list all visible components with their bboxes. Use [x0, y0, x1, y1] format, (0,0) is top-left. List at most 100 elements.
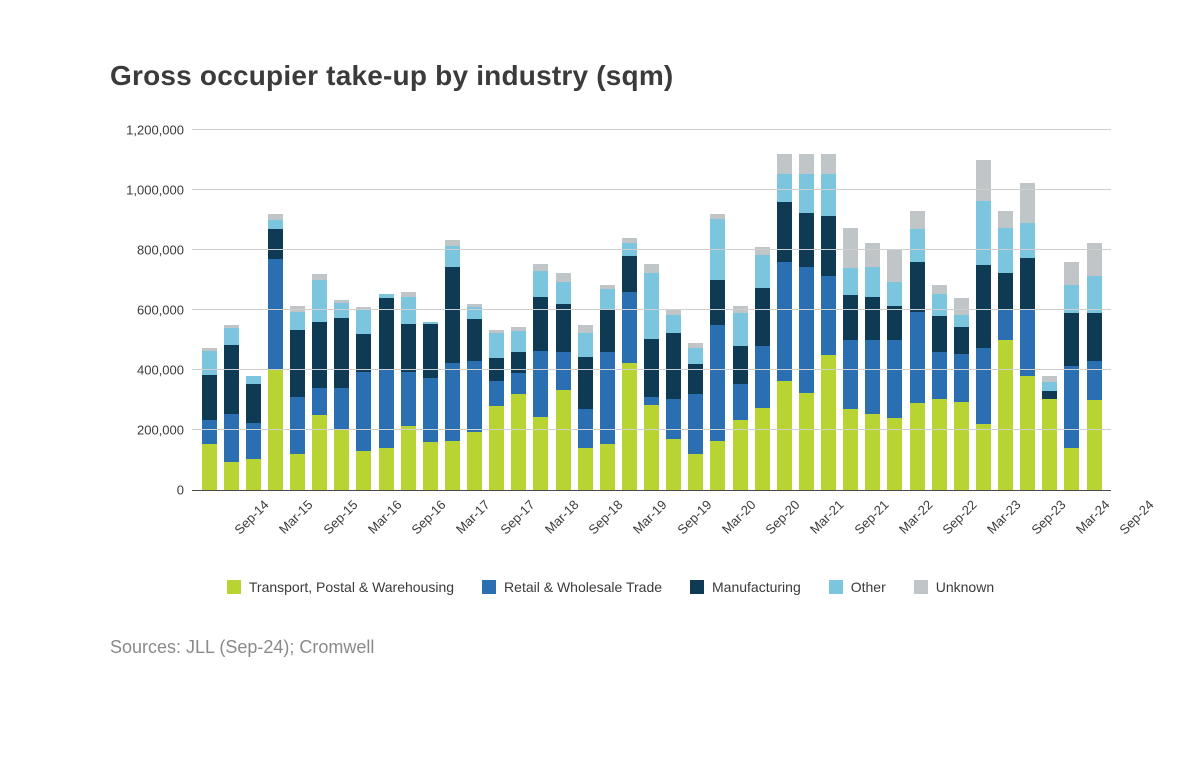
- x-slot: [707, 491, 729, 569]
- bar: [733, 306, 748, 491]
- bar-segment-other: [268, 220, 283, 229]
- legend-item-unknown: Unknown: [914, 579, 994, 595]
- bar-slot: [818, 130, 840, 490]
- bar: [1020, 183, 1035, 491]
- x-slot: Sep-16: [375, 491, 397, 569]
- x-labels: Sep-14Mar-15Sep-15Mar-16Sep-16Mar-17Sep-…: [198, 491, 1105, 569]
- bar-slot: [1039, 130, 1061, 490]
- bar-segment-other: [1020, 223, 1035, 258]
- y-tick-label: 400,000: [137, 363, 184, 378]
- bar-segment-transport: [976, 424, 991, 490]
- bar: [976, 160, 991, 490]
- bar-segment-retail: [356, 372, 371, 452]
- bar-segment-manufacturing: [334, 318, 349, 389]
- x-slot: Sep-23: [995, 491, 1017, 569]
- bar-segment-manufacturing: [290, 330, 305, 398]
- bar: [777, 154, 792, 490]
- bar-slot: [353, 130, 375, 490]
- bar: [533, 264, 548, 491]
- bar-segment-other: [401, 297, 416, 324]
- bar-segment-manufacturing: [533, 297, 548, 351]
- bar-segment-other: [865, 267, 880, 297]
- x-slot: Sep-19: [641, 491, 663, 569]
- bar-segment-transport: [710, 441, 725, 491]
- bar-slot: [220, 130, 242, 490]
- bar-segment-transport: [356, 451, 371, 490]
- bar-segment-retail: [976, 348, 991, 425]
- bar-segment-manufacturing: [954, 327, 969, 354]
- bar-slot: [773, 130, 795, 490]
- bar-segment-retail: [312, 388, 327, 415]
- bar-slot: [264, 130, 286, 490]
- x-slot: Mar-24: [1039, 491, 1061, 569]
- bar-segment-manufacturing: [1020, 258, 1035, 311]
- bar-segment-transport: [312, 415, 327, 490]
- bar-segment-unknown: [644, 264, 659, 273]
- bar-segment-manufacturing: [467, 319, 482, 361]
- bar-segment-transport: [202, 444, 217, 491]
- bar-segment-other: [777, 174, 792, 203]
- bar-segment-other: [821, 174, 836, 216]
- bar-segment-transport: [1064, 448, 1079, 490]
- bar-slot: [906, 130, 928, 490]
- bar-segment-retail: [1064, 366, 1079, 449]
- bar-segment-manufacturing: [246, 384, 261, 423]
- x-axis: Sep-14Mar-15Sep-15Mar-16Sep-16Mar-17Sep-…: [192, 491, 1111, 569]
- bar-segment-manufacturing: [666, 333, 681, 399]
- legend-swatch: [690, 580, 704, 594]
- bar-segment-manufacturing: [710, 280, 725, 325]
- bar-segment-transport: [600, 444, 615, 491]
- bar: [865, 243, 880, 491]
- y-tick-label: 0: [177, 483, 184, 498]
- legend-label: Retail & Wholesale Trade: [504, 579, 662, 595]
- legend: Transport, Postal & WarehousingRetail & …: [110, 579, 1111, 595]
- bar: [246, 376, 261, 490]
- y-tick-label: 200,000: [137, 423, 184, 438]
- bar-segment-retail: [334, 388, 349, 430]
- bar-segment-manufacturing: [1042, 391, 1057, 399]
- bar-segment-unknown: [887, 249, 902, 282]
- bar-segment-retail: [710, 325, 725, 441]
- bar-slot: [1017, 130, 1039, 490]
- x-slot: Mar-22: [862, 491, 884, 569]
- legend-item-manufacturing: Manufacturing: [690, 579, 801, 595]
- bar-slot: [242, 130, 264, 490]
- bar-slot: [486, 130, 508, 490]
- x-slot: [309, 491, 331, 569]
- bar: [511, 327, 526, 491]
- x-slot: [220, 491, 242, 569]
- bar: [224, 325, 239, 490]
- legend-swatch: [227, 580, 241, 594]
- bar: [467, 304, 482, 490]
- x-slot: [1017, 491, 1039, 569]
- bar-segment-retail: [998, 309, 1013, 341]
- bar-segment-retail: [467, 361, 482, 432]
- bar-slot: [729, 130, 751, 490]
- bar-segment-retail: [688, 394, 703, 454]
- bar-segment-transport: [445, 441, 460, 491]
- bar-segment-retail: [489, 381, 504, 407]
- bar-segment-transport: [954, 402, 969, 491]
- bar: [401, 292, 416, 490]
- bar-segment-other: [644, 273, 659, 339]
- bar: [290, 306, 305, 491]
- bar-segment-manufacturing: [932, 316, 947, 352]
- bar-slot: [574, 130, 596, 490]
- bar-segment-manufacturing: [202, 375, 217, 420]
- bar-segment-retail: [268, 259, 283, 369]
- bar-segment-other: [356, 310, 371, 334]
- bar: [268, 214, 283, 490]
- legend-swatch: [914, 580, 928, 594]
- bar-segment-transport: [1087, 400, 1102, 490]
- bar: [622, 238, 637, 490]
- bar: [821, 154, 836, 490]
- bar-segment-retail: [379, 370, 394, 448]
- bar-segment-unknown: [954, 298, 969, 315]
- legend-label: Other: [851, 579, 886, 595]
- x-slot: Mar-17: [419, 491, 441, 569]
- bar-segment-manufacturing: [1064, 313, 1079, 366]
- bar-segment-retail: [401, 372, 416, 426]
- gridline: [192, 189, 1111, 190]
- bar-segment-other: [246, 376, 261, 384]
- plot-row: 0200,000400,000600,000800,0001,000,0001,…: [110, 130, 1111, 569]
